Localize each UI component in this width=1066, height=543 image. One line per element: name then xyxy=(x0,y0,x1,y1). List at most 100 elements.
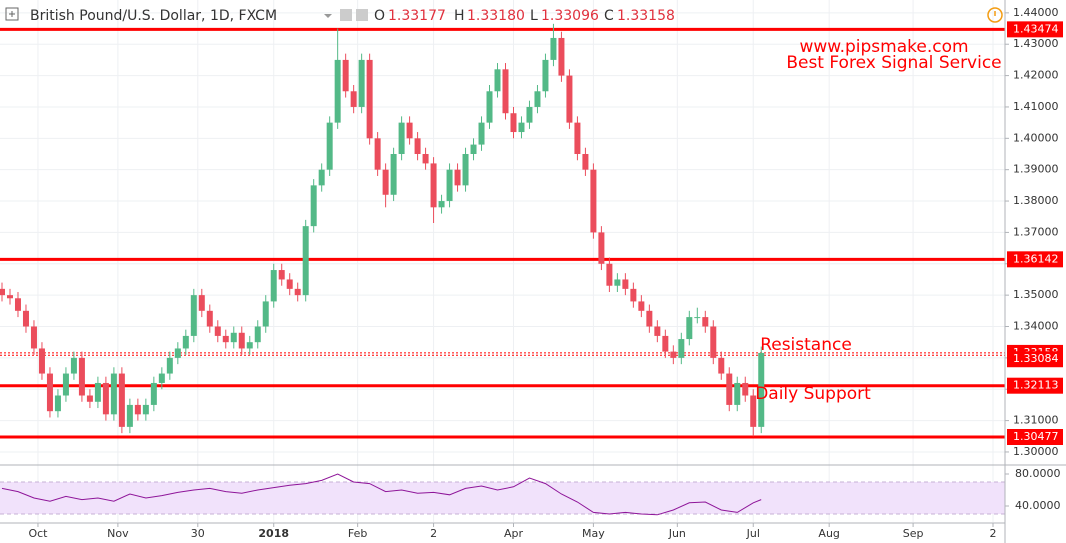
candle-body xyxy=(262,301,269,327)
settings-icon[interactable] xyxy=(356,9,368,21)
x-tick-label: 2 xyxy=(990,527,997,540)
candle-body xyxy=(374,138,381,170)
candle-body xyxy=(398,122,405,154)
candle-body xyxy=(758,352,765,427)
candle-body xyxy=(302,226,309,296)
candle-body xyxy=(326,122,333,170)
candle-body xyxy=(286,279,293,289)
candle-body xyxy=(46,373,53,412)
candle-body xyxy=(190,295,197,336)
candle-body xyxy=(0,288,5,296)
annotation: Daily Support xyxy=(755,384,871,404)
candle-body xyxy=(510,113,517,133)
ohlc-value: 1.33158 xyxy=(617,8,675,24)
candle-body xyxy=(78,357,85,396)
y-tick-label: 1.43000 xyxy=(1013,37,1059,50)
candle-body xyxy=(486,91,493,123)
candle-body xyxy=(646,310,653,327)
x-tick-label: 30 xyxy=(191,527,205,540)
candle-body xyxy=(62,373,69,396)
y-tick-label: 1.31000 xyxy=(1013,414,1059,427)
candle-body xyxy=(670,351,677,358)
candle-body xyxy=(694,317,701,319)
candle-body xyxy=(742,382,749,396)
annotation: Resistance xyxy=(760,335,852,355)
candle-body xyxy=(462,154,469,186)
candle-body xyxy=(534,91,541,107)
candle-body xyxy=(206,310,213,327)
candle-body xyxy=(342,59,349,92)
candle-body xyxy=(334,59,341,123)
candle-body xyxy=(502,69,509,114)
candle-body xyxy=(118,373,125,427)
candle-body xyxy=(6,295,13,299)
collapse-icon[interactable] xyxy=(5,7,19,21)
x-tick-label: Aug xyxy=(818,527,839,540)
candle-body xyxy=(614,279,621,286)
chart-title: British Pound/U.S. Dollar, 1D, FXCM xyxy=(30,8,277,24)
x-tick-label: 2018 xyxy=(258,527,289,540)
candle-body xyxy=(622,279,629,289)
x-tick-label: 2 xyxy=(430,527,437,540)
candle-body xyxy=(126,404,133,427)
candles xyxy=(0,23,765,437)
candle-body xyxy=(214,326,221,336)
candle-body xyxy=(278,270,285,280)
candle-body xyxy=(134,404,141,415)
level-label: 1.36142 xyxy=(1013,252,1059,265)
candle-body xyxy=(430,163,437,208)
x-tick-label: May xyxy=(582,527,605,540)
candle-body xyxy=(270,270,277,302)
x-tick-label: Feb xyxy=(348,527,367,540)
candle-body xyxy=(294,288,301,296)
candle-body xyxy=(174,348,181,358)
candle-body xyxy=(54,395,61,412)
candle-body xyxy=(14,298,21,311)
rsi-line xyxy=(1,473,762,516)
annotation: Best Forex Signal Service xyxy=(786,53,1001,73)
level-label-box xyxy=(1007,377,1063,394)
x-tick-label: Sep xyxy=(903,527,924,540)
candle-body xyxy=(318,169,325,186)
candle-body xyxy=(414,138,421,154)
dropdown-icon[interactable] xyxy=(324,14,332,18)
candle-body xyxy=(230,332,237,343)
rsi-panel xyxy=(0,473,1005,516)
candle-body xyxy=(710,326,717,358)
alert-icon[interactable] xyxy=(987,7,1003,23)
ohlc-label: O xyxy=(374,8,385,24)
ohlc-value: 1.33096 xyxy=(541,8,599,24)
candle-body xyxy=(350,91,357,107)
ohlc-label: C xyxy=(604,8,614,24)
y-tick-label: 1.34000 xyxy=(1013,320,1059,333)
candle-body xyxy=(686,317,693,340)
candle-body xyxy=(238,332,245,349)
y-tick-label: 1.35000 xyxy=(1013,288,1059,301)
candle-body xyxy=(518,122,525,133)
candle-body xyxy=(30,326,37,349)
candle-body xyxy=(222,335,229,343)
candle-body xyxy=(158,373,165,383)
candle-body xyxy=(254,326,261,343)
y-tick-label: 1.40000 xyxy=(1013,131,1059,144)
y-tick-label: 1.37000 xyxy=(1013,225,1059,238)
candle-body xyxy=(718,357,725,374)
level-label-box xyxy=(1007,21,1063,38)
candle-body xyxy=(582,154,589,170)
candle-body xyxy=(246,342,253,349)
candle-body xyxy=(454,169,461,186)
candle-body xyxy=(94,382,101,402)
ohlc-value: 1.33177 xyxy=(388,8,446,24)
levels xyxy=(0,27,1005,439)
x-tick-label: Jul xyxy=(746,527,760,540)
level-label: 1.30477 xyxy=(1013,430,1059,443)
settings-icon[interactable] xyxy=(340,9,352,21)
annotation: www.pipsmake.com xyxy=(799,37,968,57)
candle-body xyxy=(678,339,685,358)
rsi-band xyxy=(0,482,1005,514)
candle-body xyxy=(166,357,173,374)
candle-body xyxy=(150,382,157,405)
x-tick-label: Apr xyxy=(504,527,524,540)
candle-body xyxy=(142,404,149,415)
